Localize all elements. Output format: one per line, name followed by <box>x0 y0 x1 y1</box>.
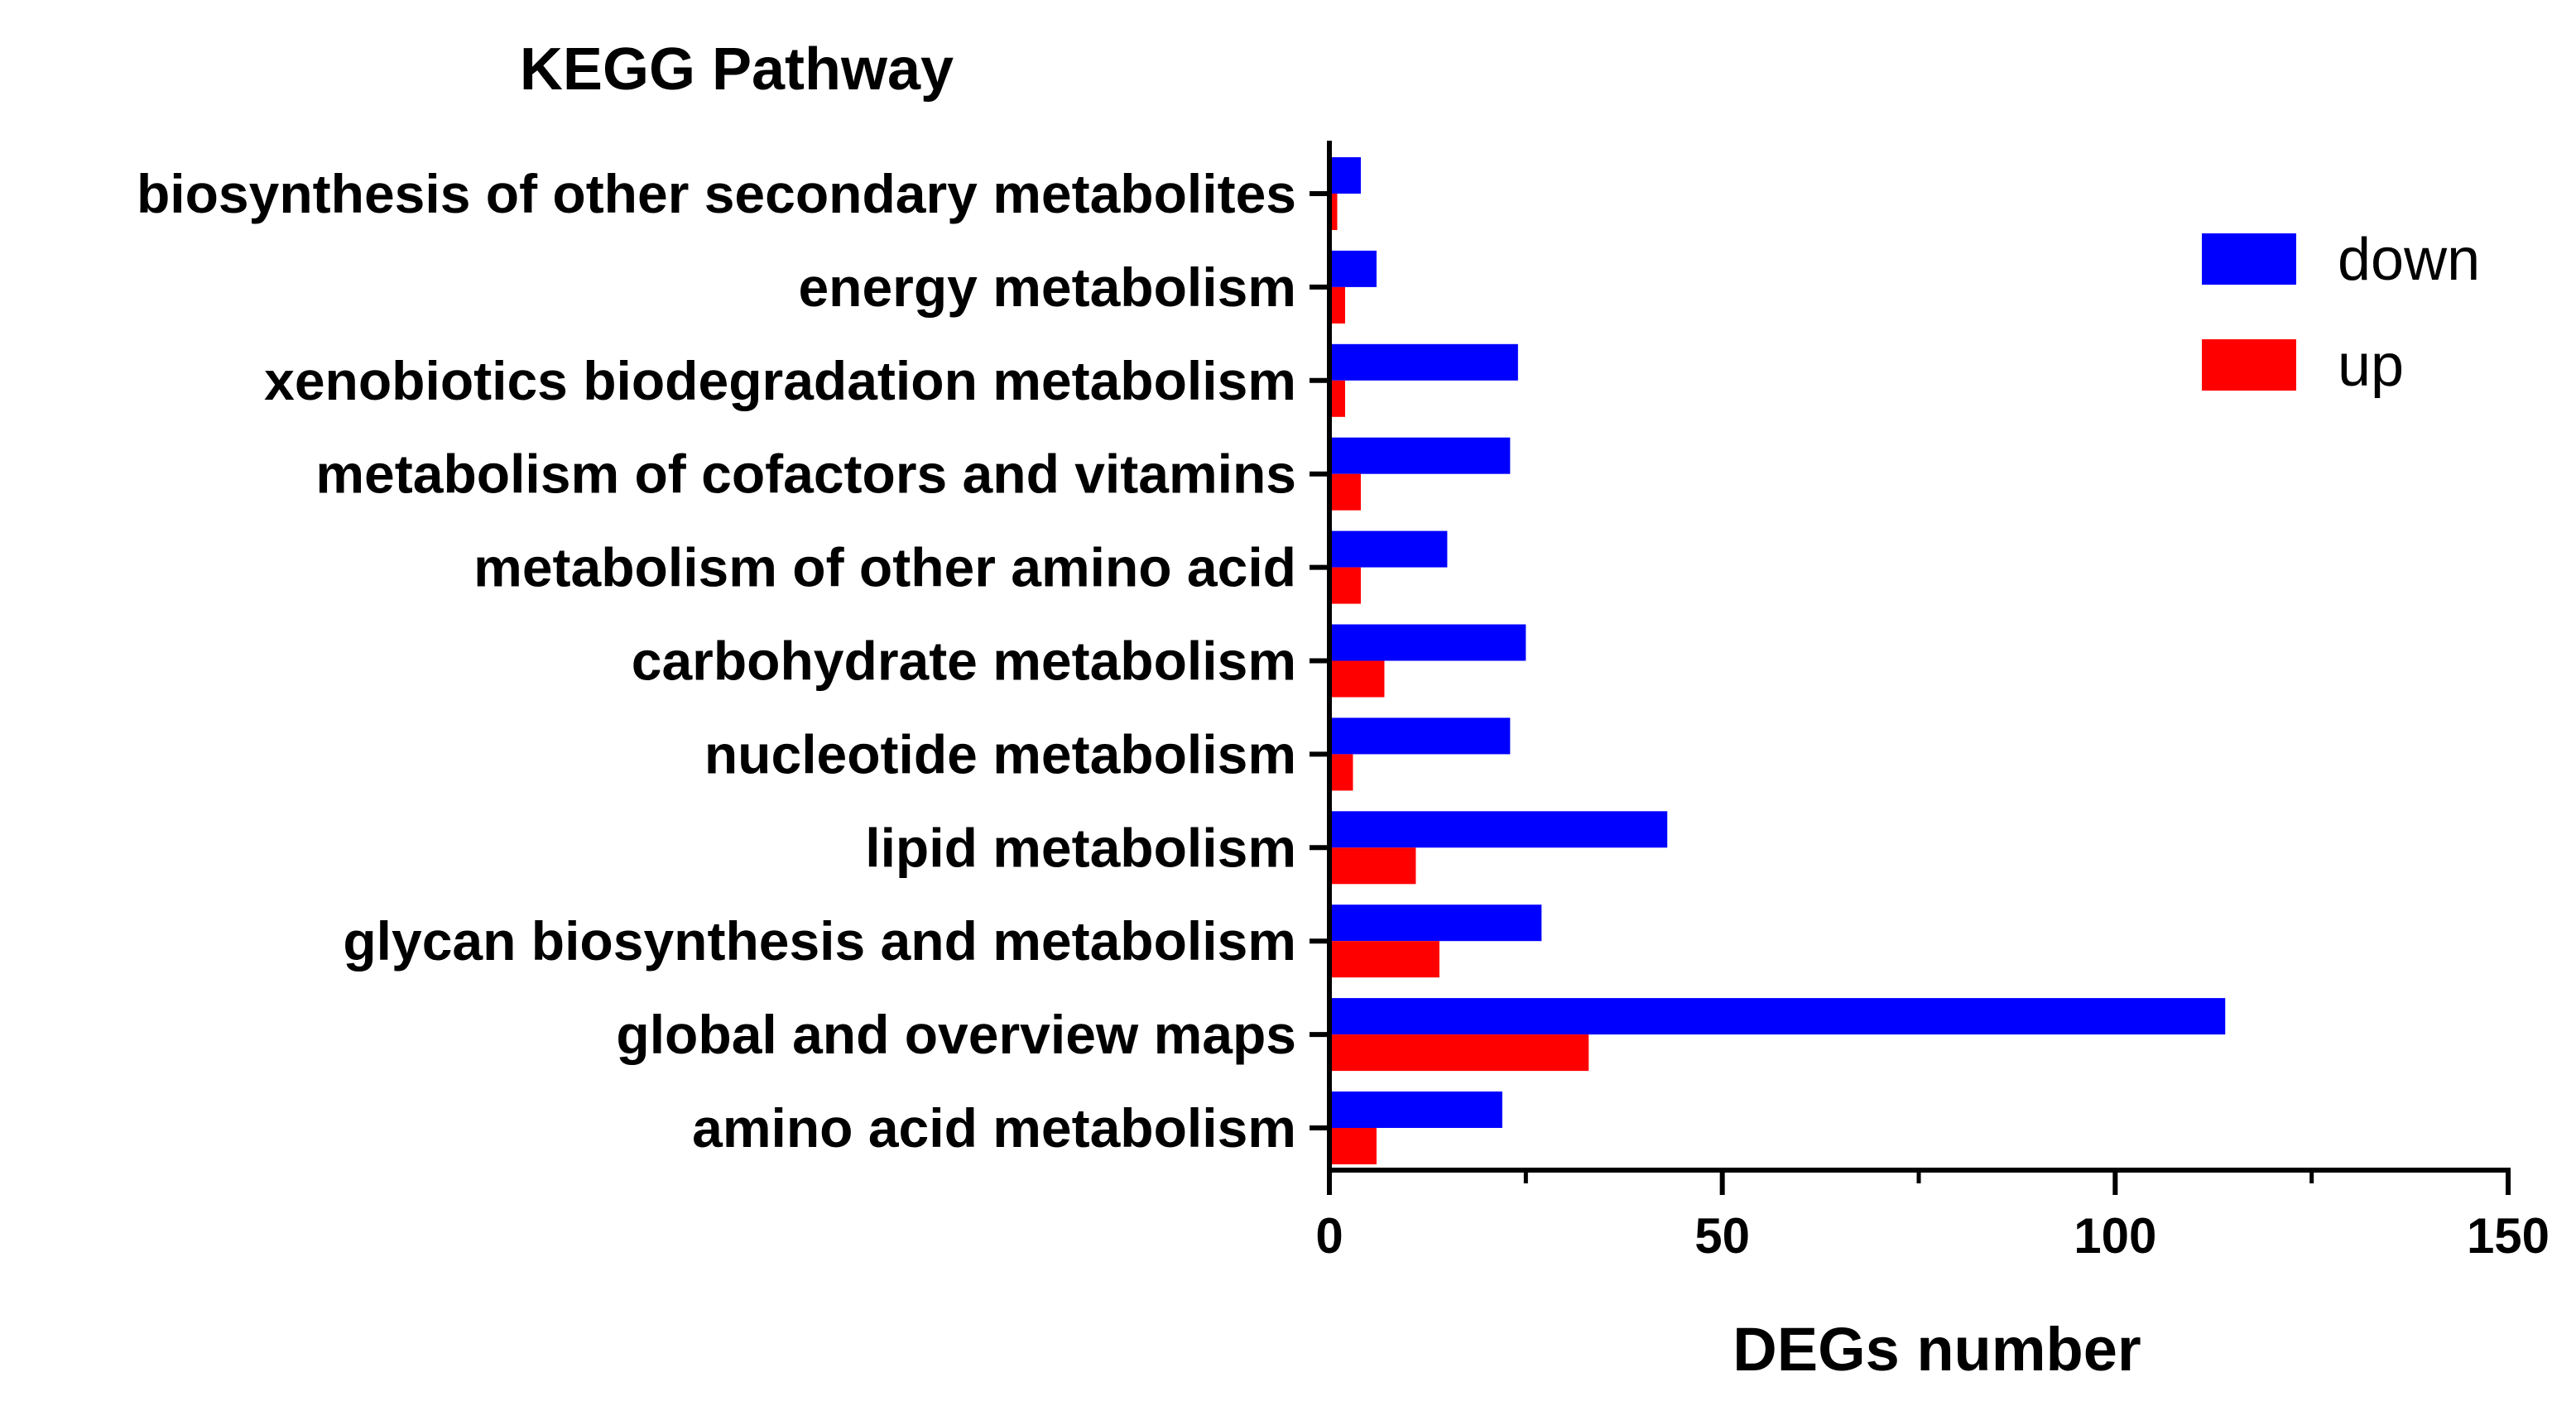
category-label: metabolism of cofactors and vitamins <box>315 444 1296 505</box>
bar-up-0 <box>1329 194 1338 230</box>
bar-up-5 <box>1329 660 1385 698</box>
x-tick-label: 150 <box>2467 1208 2550 1264</box>
x-axis-title: DEGs number <box>1733 1315 2141 1384</box>
bar-up-10 <box>1329 1128 1377 1164</box>
x-tick-label: 50 <box>1694 1208 1750 1264</box>
legend-swatch-up <box>2202 339 2296 391</box>
bar-down-7 <box>1329 811 1668 848</box>
bar-down-3 <box>1329 437 1511 474</box>
bar-up-4 <box>1329 567 1361 604</box>
chart-title: KEGG Pathway <box>520 36 954 103</box>
category-label: nucleotide metabolism <box>704 723 1296 784</box>
x-tick-label: 0 <box>1315 1208 1343 1264</box>
category-label: glycan biosynthesis and metabolism <box>343 910 1296 972</box>
bar-down-1 <box>1329 250 1377 287</box>
bar-up-3 <box>1329 473 1361 511</box>
category-label: global and overview maps <box>616 1004 1296 1065</box>
bar-up-9 <box>1329 1034 1589 1072</box>
bar-down-4 <box>1329 530 1448 568</box>
bar-down-6 <box>1329 717 1511 755</box>
legend-swatch-down <box>2202 233 2296 285</box>
legend-label-down: down <box>2338 227 2480 293</box>
bar-up-7 <box>1329 847 1416 885</box>
bar-down-8 <box>1329 904 1542 942</box>
axes-layer <box>1310 141 2511 1195</box>
labels-layer: biosynthesis of other secondary metaboli… <box>137 163 2550 1264</box>
legend-label-up: up <box>2338 333 2404 399</box>
legend: down up <box>2202 227 2480 399</box>
category-label: xenobiotics biodegradation metabolism <box>264 350 1296 411</box>
category-label: metabolism of other amino acid <box>473 537 1296 598</box>
bar-up-8 <box>1329 941 1439 978</box>
category-label: energy metabolism <box>798 257 1296 318</box>
category-label: biosynthesis of other secondary metaboli… <box>137 163 1296 224</box>
bar-up-2 <box>1329 380 1345 417</box>
bar-down-9 <box>1329 998 2226 1035</box>
bar-down-0 <box>1329 157 1361 194</box>
bars-layer <box>1329 157 2226 1164</box>
bar-up-1 <box>1329 286 1345 324</box>
category-label: amino acid metabolism <box>692 1097 1296 1159</box>
category-label: carbohydrate metabolism <box>632 631 1296 692</box>
bar-up-6 <box>1329 754 1353 791</box>
bar-down-10 <box>1329 1092 1502 1128</box>
bar-down-2 <box>1329 343 1518 381</box>
category-label: lipid metabolism <box>865 817 1296 878</box>
bar-down-5 <box>1329 624 1526 661</box>
x-tick-label: 100 <box>2074 1208 2156 1264</box>
